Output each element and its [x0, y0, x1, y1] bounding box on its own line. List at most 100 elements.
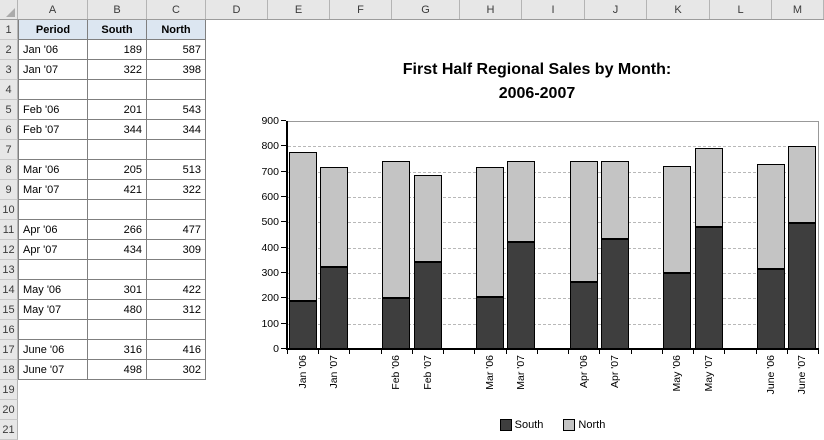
cell-A6[interactable]: Feb '07 [18, 120, 88, 140]
y-axis-label[interactable]: 600 [261, 191, 279, 203]
cell-A7[interactable] [18, 140, 88, 160]
cell-C2[interactable]: 587 [147, 40, 206, 60]
y-axis-label[interactable]: 0 [273, 343, 279, 355]
bar-north-jan-06[interactable] [288, 152, 317, 302]
cell-B7[interactable] [88, 140, 147, 160]
cell-A18[interactable]: June '07 [18, 360, 88, 380]
bar-south-jan-07[interactable] [319, 267, 348, 349]
row-header-17[interactable]: 17 [0, 340, 18, 360]
cell-B13[interactable] [88, 260, 147, 280]
row-header-18[interactable]: 18 [0, 360, 18, 380]
column-header-I[interactable]: I [522, 0, 585, 19]
cell-B15[interactable]: 480 [88, 300, 147, 320]
row-header-14[interactable]: 14 [0, 280, 18, 300]
x-axis-label[interactable]: Jan '07 [327, 355, 341, 405]
cell-A10[interactable] [18, 200, 88, 220]
cell-C15[interactable]: 312 [147, 300, 206, 320]
chart-legend[interactable]: South North [287, 417, 818, 433]
cell-C12[interactable]: 309 [147, 240, 206, 260]
column-header-M[interactable]: M [772, 0, 824, 19]
cell-C14[interactable]: 422 [147, 280, 206, 300]
y-axis-label[interactable]: 700 [261, 165, 279, 178]
cell-C11[interactable]: 477 [147, 220, 206, 240]
bar-south-may-06[interactable] [663, 272, 692, 349]
bar-south-mar-07[interactable] [507, 242, 536, 349]
row-header-5[interactable]: 5 [0, 100, 18, 120]
column-header-D[interactable]: D [206, 0, 268, 19]
cell-B10[interactable] [88, 200, 147, 220]
cell-A9[interactable]: Mar '07 [18, 180, 88, 200]
bar-north-mar-07[interactable] [507, 160, 536, 243]
cell-B6[interactable]: 344 [88, 120, 147, 140]
x-axis-label[interactable]: Feb '06 [389, 355, 403, 405]
cell-A2[interactable]: Jan '06 [18, 40, 88, 60]
cell-A4[interactable] [18, 80, 88, 100]
cell-A5[interactable]: Feb '06 [18, 100, 88, 120]
column-header-J[interactable]: J [585, 0, 647, 19]
y-axis-label[interactable]: 900 [261, 115, 279, 127]
bar-south-feb-07[interactable] [413, 261, 442, 349]
cell-C9[interactable]: 322 [147, 180, 206, 200]
cell-A17[interactable]: June '06 [18, 340, 88, 360]
x-axis-label[interactable]: Mar '06 [483, 355, 497, 405]
cell-B5[interactable]: 201 [88, 100, 147, 120]
row-header-19[interactable]: 19 [0, 380, 18, 400]
row-header-8[interactable]: 8 [0, 160, 18, 180]
bar-north-feb-07[interactable] [413, 174, 442, 262]
row-header-9[interactable]: 9 [0, 180, 18, 200]
cell-A1[interactable]: Period [18, 20, 88, 40]
cell-B1[interactable]: South [88, 20, 147, 40]
cell-C13[interactable] [147, 260, 206, 280]
x-axis-label[interactable]: Feb '07 [421, 355, 435, 405]
x-axis-label[interactable]: Jan '06 [296, 355, 310, 405]
cell-B16[interactable] [88, 320, 147, 340]
cell-B12[interactable]: 434 [88, 240, 147, 260]
cell-A15[interactable]: May '07 [18, 300, 88, 320]
x-axis-label[interactable]: Apr '07 [608, 355, 622, 405]
y-axis-label[interactable]: 800 [261, 140, 279, 153]
x-axis-label[interactable]: June '06 [764, 355, 778, 405]
column-header-B[interactable]: B [88, 0, 147, 19]
bar-south-june-06[interactable] [757, 268, 786, 349]
x-axis-label[interactable]: Apr '06 [577, 355, 591, 405]
cell-B8[interactable]: 205 [88, 160, 147, 180]
cell-B9[interactable]: 421 [88, 180, 147, 200]
cell-C10[interactable] [147, 200, 206, 220]
column-header-K[interactable]: K [647, 0, 710, 19]
column-header-E[interactable]: E [268, 0, 330, 19]
cell-C16[interactable] [147, 320, 206, 340]
row-header-15[interactable]: 15 [0, 300, 18, 320]
bar-south-apr-06[interactable] [569, 281, 598, 349]
row-header-12[interactable]: 12 [0, 240, 18, 260]
legend-item-north[interactable]: North [563, 419, 605, 431]
bar-south-mar-06[interactable] [476, 297, 505, 349]
cell-C3[interactable]: 398 [147, 60, 206, 80]
cell-B17[interactable]: 316 [88, 340, 147, 360]
bar-north-june-07[interactable] [788, 146, 817, 223]
y-axis-label[interactable]: 300 [261, 267, 279, 279]
bar-south-may-07[interactable] [694, 227, 723, 349]
column-header-F[interactable]: F [330, 0, 392, 19]
cell-B14[interactable]: 301 [88, 280, 147, 300]
row-header-10[interactable]: 10 [0, 200, 18, 220]
cell-C5[interactable]: 543 [147, 100, 206, 120]
column-header-L[interactable]: L [710, 0, 772, 19]
cell-A13[interactable] [18, 260, 88, 280]
cell-C8[interactable]: 513 [147, 160, 206, 180]
cell-B11[interactable]: 266 [88, 220, 147, 240]
bar-north-feb-06[interactable] [382, 160, 411, 299]
cell-B18[interactable]: 498 [88, 360, 147, 380]
row-header-3[interactable]: 3 [0, 60, 18, 80]
row-header-7[interactable]: 7 [0, 140, 18, 160]
bar-north-june-06[interactable] [757, 163, 786, 269]
bar-south-june-07[interactable] [788, 222, 817, 349]
cell-C7[interactable] [147, 140, 206, 160]
y-axis-label[interactable]: 500 [261, 216, 279, 229]
bar-north-may-07[interactable] [694, 148, 723, 228]
cell-C6[interactable]: 344 [147, 120, 206, 140]
y-axis-label[interactable]: 100 [261, 317, 279, 330]
x-axis-label[interactable]: June '07 [795, 355, 809, 405]
cell-C17[interactable]: 416 [147, 340, 206, 360]
column-header-H[interactable]: H [460, 0, 522, 19]
row-header-20[interactable]: 20 [0, 400, 18, 420]
